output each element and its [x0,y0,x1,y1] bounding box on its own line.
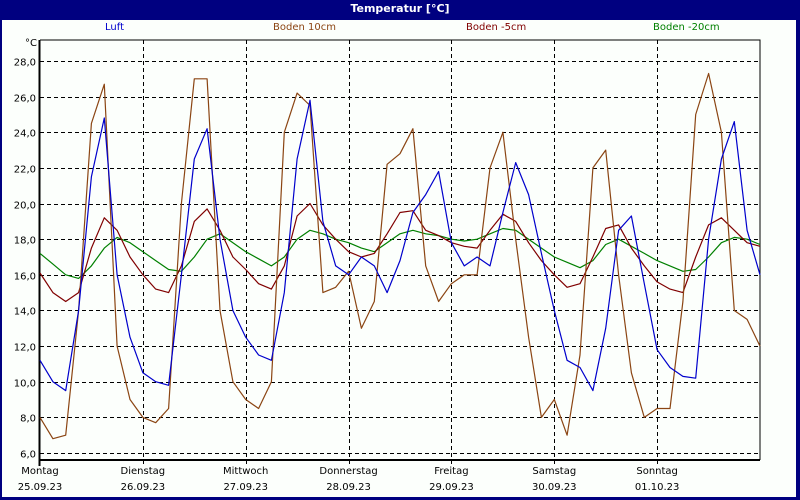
y-tick-label: 8,0 [20,414,36,425]
y-tick-label: 22,0 [14,165,36,176]
y-tick-label: 28,0 [14,58,36,69]
y-tick-label: 18,0 [14,236,36,247]
x-label-day: Samstag [532,466,577,477]
legend-boden-10cm: Boden 10cm [273,22,336,33]
x-label-date: 25.09.23 [17,482,63,493]
x-label-date: 01.10.23 [634,482,680,493]
x-label-date: 29.09.23 [429,482,474,493]
x-label-day: Montag [21,466,59,477]
y-tick-label: 20,0 [14,201,36,212]
x-label-day: Freitag [434,466,469,477]
legend-luft: Luft [105,22,124,33]
plot-frame [40,39,761,460]
x-label-day: Sonntag [636,466,678,477]
legend-boden-20cm: Boden -20cm [653,22,720,33]
x-label-date: 30.09.23 [532,482,577,493]
x-label-date: 28.09.23 [326,482,371,493]
x-label-day: Donnerstag [319,466,378,477]
x-label-date: 26.09.23 [120,482,166,493]
y-tick-label: 14,0 [14,307,36,318]
y-tick-label: 24,0 [14,129,36,140]
y-axis-unit: °C [25,38,37,49]
x-label-date: 27.09.23 [223,482,268,493]
y-tick-label: 16,0 [14,272,36,283]
series-line-boden-5cm [39,202,761,303]
x-label-day: Dienstag [120,466,166,477]
x-label-day: Mittwoch [223,466,269,477]
window-title: Temperatur [°C] [350,2,450,15]
series-line-boden-10cm [39,72,761,440]
y-tick-label: 12,0 [14,343,36,354]
y-tick-label: 26,0 [14,94,36,105]
series-line-boden-20cm [39,227,761,279]
series-line-luft [39,99,761,392]
y-tick-label: 10,0 [14,379,36,390]
y-tick-label: 6,0 [20,450,36,461]
legend-boden-5cm: Boden -5cm [466,22,527,33]
